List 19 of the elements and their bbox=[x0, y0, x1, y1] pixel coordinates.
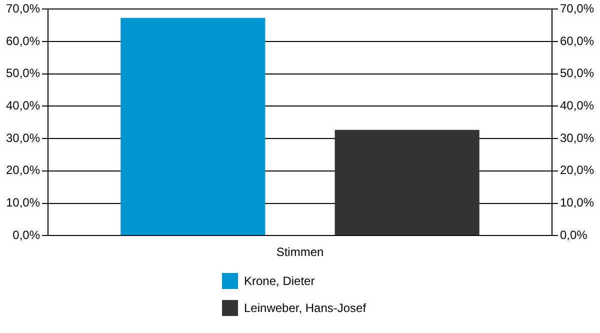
text: 40,0% bbox=[560, 98, 594, 113]
x-tick-label: Stimmen bbox=[276, 245, 324, 260]
legend-label: Krone, Dieter bbox=[244, 274, 315, 288]
text: 50,0% bbox=[560, 66, 594, 80]
y-tick-label: 10,0% bbox=[6, 196, 40, 210]
legend-label: Leinweber, Hans-Josef bbox=[244, 301, 366, 315]
text: 70,0% bbox=[560, 2, 594, 16]
y-tick-label: 50,0% bbox=[6, 66, 40, 80]
y-tick-label: 40,0% bbox=[6, 98, 40, 113]
text: 30,0% bbox=[560, 130, 594, 145]
text: 60,0% bbox=[560, 34, 594, 48]
text: 20,0% bbox=[560, 163, 594, 178]
text: 10,0% bbox=[560, 196, 594, 210]
y-tick-label: 0,0% bbox=[12, 228, 40, 242]
y-tick-label: 30,0% bbox=[6, 130, 40, 145]
y-tick-label: 70,0% bbox=[6, 2, 40, 16]
text: 0,0% bbox=[560, 228, 588, 242]
y-tick-label: 60,0% bbox=[6, 34, 40, 48]
y-tick-label: 20,0% bbox=[6, 163, 40, 178]
